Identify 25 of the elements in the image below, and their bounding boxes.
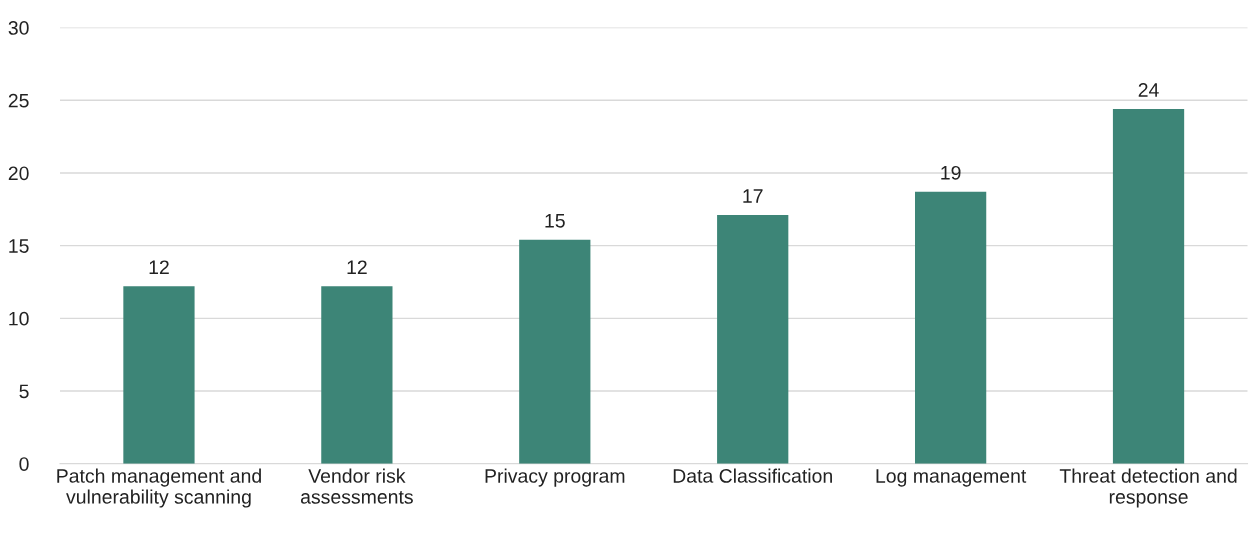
- bar: [717, 215, 789, 464]
- bar: [915, 191, 987, 464]
- x-tick-label: Vendor risk assessments: [300, 468, 413, 504]
- x-tick-label: Patch management and vulnerability scanning: [57, 468, 261, 508]
- bar: [123, 286, 195, 464]
- y-tick-label: 25: [8, 93, 29, 108]
- x-tick-label: Data Classification: [673, 468, 832, 483]
- data-label: 19: [941, 165, 961, 180]
- data-label: 24: [1138, 83, 1159, 97]
- data-label: 17: [743, 189, 763, 203]
- bar: [519, 239, 591, 464]
- data-label: 12: [149, 260, 169, 274]
- y-tick-label: 30: [8, 21, 29, 35]
- x-tick-label: Log management: [876, 469, 1027, 487]
- y-tick-label: 10: [9, 311, 29, 326]
- bar: [1112, 109, 1185, 464]
- data-label: 15: [545, 214, 565, 228]
- data-label: 12: [347, 260, 367, 274]
- y-tick-label: 5: [19, 384, 29, 399]
- x-tick-label: Privacy program: [485, 468, 625, 487]
- y-tick-label: 15: [9, 239, 29, 253]
- x-tick-label: Threat detection and response: [1059, 468, 1237, 508]
- bar: [321, 286, 393, 464]
- y-tick-label: 20: [8, 166, 29, 181]
- y-tick-label: 0: [19, 457, 29, 471]
